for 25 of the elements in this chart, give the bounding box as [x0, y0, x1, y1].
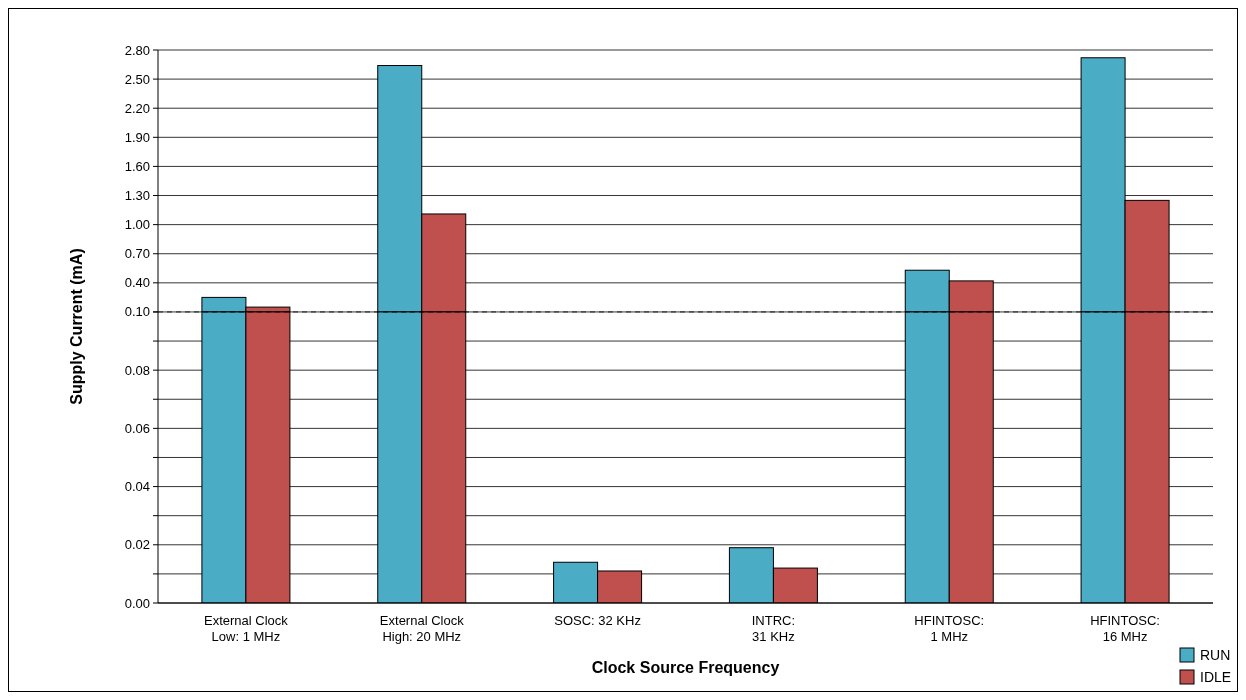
- y-axis-title: Supply Current (mA): [68, 248, 85, 405]
- x-tick-label: HFINTOSC: 1 MHz: [914, 613, 985, 644]
- y-tick-label: 0.04: [124, 479, 150, 495]
- y-tick-label: 0.00: [124, 595, 150, 611]
- y-tick-label: 1.30: [124, 188, 150, 204]
- y-tick-label: 2.80: [124, 42, 150, 58]
- x-tick-label: External Clock Low: 1 MHz: [204, 613, 289, 644]
- y-tick-label: 0.70: [124, 246, 150, 262]
- x-tick-label: INTRC: 31 KHz: [751, 613, 796, 644]
- y-tick-label: 1.00: [124, 217, 150, 233]
- y-tick-label: 0.06: [124, 420, 150, 436]
- y-tick-label: 2.50: [124, 71, 150, 87]
- legend-label: IDLE: [1200, 668, 1232, 685]
- y-tick-label: 0.10: [124, 304, 150, 320]
- x-tick-label: External Clock High: 20 MHz: [379, 613, 465, 644]
- y-tick-label: 0.40: [124, 275, 150, 291]
- x-tick-label: HFINTOSC: 16 MHz: [1090, 613, 1160, 644]
- x-axis-title: Clock Source Frequency: [591, 659, 780, 676]
- y-tick-label: 1.90: [124, 129, 150, 145]
- y-tick-label: 1.60: [124, 158, 150, 174]
- y-tick-label: 0.02: [124, 537, 150, 553]
- legend-label: RUN: [1200, 646, 1231, 663]
- y-tick-label: 0.08: [124, 362, 150, 378]
- x-tick-label: SOSC: 32 KHz: [554, 613, 641, 628]
- y-tick-label: 2.20: [124, 100, 150, 116]
